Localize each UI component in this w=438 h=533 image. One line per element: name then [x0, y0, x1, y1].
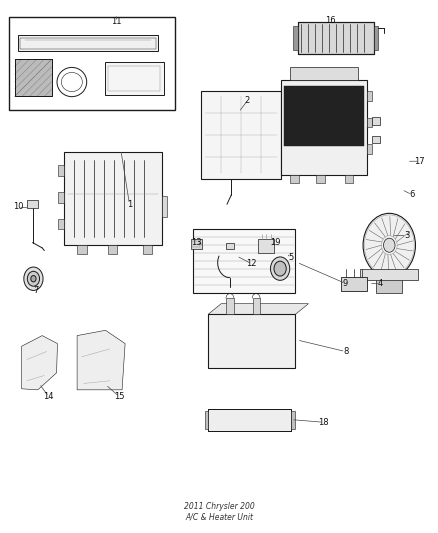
Bar	[14, 59, 52, 96]
Bar	[58, 219, 64, 229]
Polygon shape	[77, 330, 125, 390]
Text: 3: 3	[404, 231, 410, 240]
Text: 19: 19	[271, 238, 281, 247]
Text: 8: 8	[343, 347, 348, 356]
Bar	[367, 144, 372, 154]
Bar	[341, 277, 367, 292]
Bar	[211, 411, 223, 429]
Bar	[20, 38, 155, 49]
Bar	[58, 192, 64, 203]
Bar	[191, 239, 201, 249]
Bar	[282, 80, 367, 175]
Bar	[108, 66, 160, 91]
Ellipse shape	[61, 72, 82, 92]
Bar	[345, 175, 353, 183]
Bar	[367, 91, 372, 101]
Ellipse shape	[226, 115, 244, 155]
Ellipse shape	[57, 67, 87, 96]
Circle shape	[384, 238, 395, 252]
Polygon shape	[21, 336, 57, 390]
Bar	[27, 200, 38, 208]
Bar	[193, 229, 295, 293]
Ellipse shape	[278, 282, 283, 287]
Bar	[290, 67, 358, 80]
Bar	[237, 411, 248, 429]
Text: 7: 7	[33, 286, 38, 295]
Bar	[226, 243, 234, 249]
Bar	[210, 351, 293, 356]
Text: 13: 13	[191, 238, 201, 247]
Bar	[372, 136, 380, 143]
Text: 9: 9	[343, 279, 348, 288]
Circle shape	[363, 213, 416, 277]
Text: 5: 5	[288, 254, 293, 262]
Bar	[276, 411, 287, 429]
Polygon shape	[208, 304, 308, 314]
Bar	[316, 175, 325, 183]
Ellipse shape	[291, 266, 295, 271]
Bar	[14, 59, 52, 96]
Bar	[376, 277, 403, 293]
Bar	[64, 152, 162, 245]
Text: 15: 15	[114, 392, 125, 401]
Text: 16: 16	[325, 17, 336, 26]
Bar	[143, 245, 152, 254]
Bar	[105, 62, 163, 95]
Text: 2: 2	[245, 96, 250, 105]
Bar	[208, 409, 291, 431]
Bar	[192, 241, 200, 247]
Bar	[77, 245, 87, 254]
Bar	[290, 175, 299, 183]
Bar	[162, 196, 167, 217]
Ellipse shape	[278, 250, 283, 255]
Bar	[205, 411, 208, 429]
Circle shape	[31, 276, 36, 282]
Text: 12: 12	[247, 260, 257, 268]
Text: 2011 Chrysler 200
A/C & Heater Unit: 2011 Chrysler 200 A/C & Heater Unit	[184, 502, 254, 522]
Bar	[360, 269, 418, 280]
Bar	[224, 411, 235, 429]
Text: 11: 11	[111, 18, 122, 27]
Bar	[293, 26, 297, 50]
Bar	[210, 318, 293, 322]
Bar	[291, 411, 294, 429]
Bar	[210, 331, 293, 335]
Circle shape	[27, 271, 39, 286]
Text: 14: 14	[43, 392, 54, 401]
Bar	[258, 239, 274, 253]
Bar	[18, 35, 158, 51]
Bar	[374, 26, 378, 50]
Bar	[253, 298, 261, 314]
Ellipse shape	[265, 266, 269, 271]
Text: 18: 18	[318, 418, 329, 427]
Bar	[297, 22, 374, 54]
Bar	[208, 409, 291, 431]
Bar	[201, 91, 282, 179]
Bar	[10, 17, 175, 110]
Bar	[210, 344, 293, 349]
Bar	[250, 411, 261, 429]
Bar	[226, 298, 234, 314]
Bar	[210, 338, 293, 342]
Bar	[284, 86, 364, 146]
Text: 17: 17	[414, 157, 425, 166]
Bar	[210, 325, 293, 329]
Text: 6: 6	[409, 190, 415, 199]
Bar	[108, 245, 117, 254]
Bar	[367, 118, 372, 127]
Circle shape	[24, 267, 43, 290]
Circle shape	[274, 261, 286, 276]
Circle shape	[271, 257, 290, 280]
Text: 4: 4	[378, 279, 383, 288]
Bar	[372, 117, 380, 125]
Bar	[210, 358, 293, 362]
Text: 1: 1	[127, 200, 132, 209]
Bar	[262, 411, 274, 429]
Bar	[208, 314, 295, 368]
Bar	[297, 22, 374, 54]
Text: 10: 10	[13, 203, 23, 212]
Bar	[58, 165, 64, 176]
